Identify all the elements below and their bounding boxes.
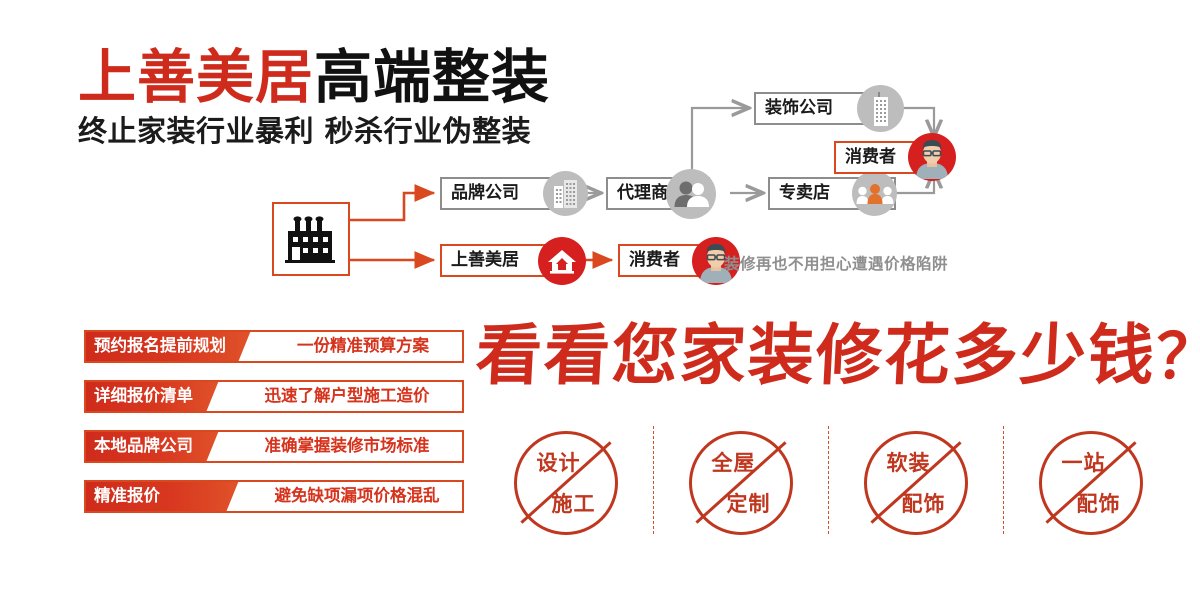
three-people-icon bbox=[852, 171, 897, 216]
list-item[interactable]: 本地 品牌公司 准确掌握装修市场标准 bbox=[84, 430, 464, 463]
headline: 看看您家装修花多少钱？ bbox=[474, 316, 1200, 394]
supply-chain-diagram: 品牌公司 代理商 bbox=[262, 80, 1002, 295]
feature-right-label: 迅速了解户型施工造价 bbox=[264, 386, 430, 406]
office-building-icon bbox=[543, 171, 588, 216]
node-decoration-company-label: 装饰公司 bbox=[765, 98, 833, 118]
crossed-circle-group: 设计 施工 全屋 定制 软装 配饰 一站 bbox=[478, 420, 1178, 550]
circle-top-label: 设计 bbox=[536, 450, 581, 475]
headline-text: 看看您家装修花多少钱 bbox=[473, 316, 1159, 394]
feature-left-text: 品牌公司 bbox=[127, 436, 193, 456]
feature-right-label: 准确掌握装修市场标准 bbox=[264, 436, 430, 456]
flow-note: 装修再也不用担心遭遇价格陷阱 bbox=[724, 255, 949, 273]
feature-list: 预约报名提前规划 一份精准预算方案 详细报价清单 迅速了解户型施工造价 本地 品牌… bbox=[84, 330, 464, 530]
circle-ring-icon bbox=[688, 431, 793, 535]
node-consumer-top-label: 消费者 bbox=[845, 147, 896, 167]
tower-building-icon bbox=[857, 85, 904, 132]
page-subtitle: 终止家装行业暴利 秒杀行业伪整装 bbox=[78, 114, 532, 148]
circle-top-label: 全屋 bbox=[711, 450, 756, 475]
page-title: 上善美居高端整装 bbox=[78, 48, 598, 106]
crossed-circle-design-construction[interactable]: 设计 施工 bbox=[478, 420, 653, 546]
circle-bottom-label: 施工 bbox=[551, 491, 596, 516]
circle-bottom-label: 定制 bbox=[726, 491, 771, 516]
list-item[interactable]: 精准报价 避免缺项漏项价格混乱 bbox=[84, 480, 464, 513]
feature-left-text: 预约报名提前规划 bbox=[94, 336, 226, 356]
circle-top-label: 一站 bbox=[1061, 450, 1106, 475]
node-brand-company-label: 品牌公司 bbox=[451, 183, 519, 203]
feature-left-label: 本地 品牌公司 bbox=[86, 432, 222, 461]
crossed-circle-whole-house-custom[interactable]: 全屋 定制 bbox=[653, 420, 828, 546]
header-block: 上善美居高端整装 终止家装行业暴利 秒杀行业伪整装 bbox=[78, 48, 598, 146]
list-item[interactable]: 预约报名提前规划 一份精准预算方案 bbox=[84, 330, 464, 363]
consumer-avatar-icon bbox=[908, 133, 956, 181]
circle-top-label: 软装 bbox=[886, 450, 931, 475]
circle-ring-icon bbox=[513, 431, 618, 535]
two-people-icon bbox=[666, 169, 716, 219]
feature-left-label: 预约报名提前规划 bbox=[86, 332, 254, 361]
node-exclusive-store-label: 专卖店 bbox=[779, 183, 830, 203]
node-agent-label: 代理商 bbox=[617, 183, 668, 203]
circle-ring-icon bbox=[863, 431, 968, 535]
factory-node bbox=[272, 202, 350, 276]
home-icon bbox=[538, 237, 586, 285]
consumer-avatar-icon bbox=[692, 237, 740, 285]
feature-left-text: 精准报价 bbox=[94, 486, 160, 506]
feature-right-label: 避免缺项漏项价格混乱 bbox=[274, 486, 440, 506]
circle-bottom-label: 配饰 bbox=[1076, 491, 1121, 516]
feature-left-text: 详细报价清单 bbox=[94, 386, 193, 406]
feature-left-label: 精准报价 bbox=[86, 482, 242, 511]
feature-left-prefix: 本地 bbox=[94, 436, 127, 456]
circle-bottom-label: 配饰 bbox=[901, 491, 946, 516]
headline-question-mark: ？ bbox=[1154, 320, 1200, 393]
crossed-circle-soft-decor[interactable]: 软装 配饰 bbox=[828, 420, 1003, 546]
brand-name: 上善美居 bbox=[78, 43, 315, 111]
node-shanshan-meiju-label: 上善美居 bbox=[451, 250, 519, 270]
node-consumer-bottom-label: 消费者 bbox=[629, 250, 680, 270]
brand-suffix: 高端整装 bbox=[314, 43, 551, 111]
feature-right-label: 一份精准预算方案 bbox=[297, 336, 429, 356]
crossed-circle-one-stop-decor[interactable]: 一站 配饰 bbox=[1003, 420, 1178, 546]
feature-left-label: 详细报价清单 bbox=[86, 382, 222, 411]
list-item[interactable]: 详细报价清单 迅速了解户型施工造价 bbox=[84, 380, 464, 413]
circle-ring-icon bbox=[1038, 431, 1143, 535]
factory-icon bbox=[285, 216, 335, 263]
